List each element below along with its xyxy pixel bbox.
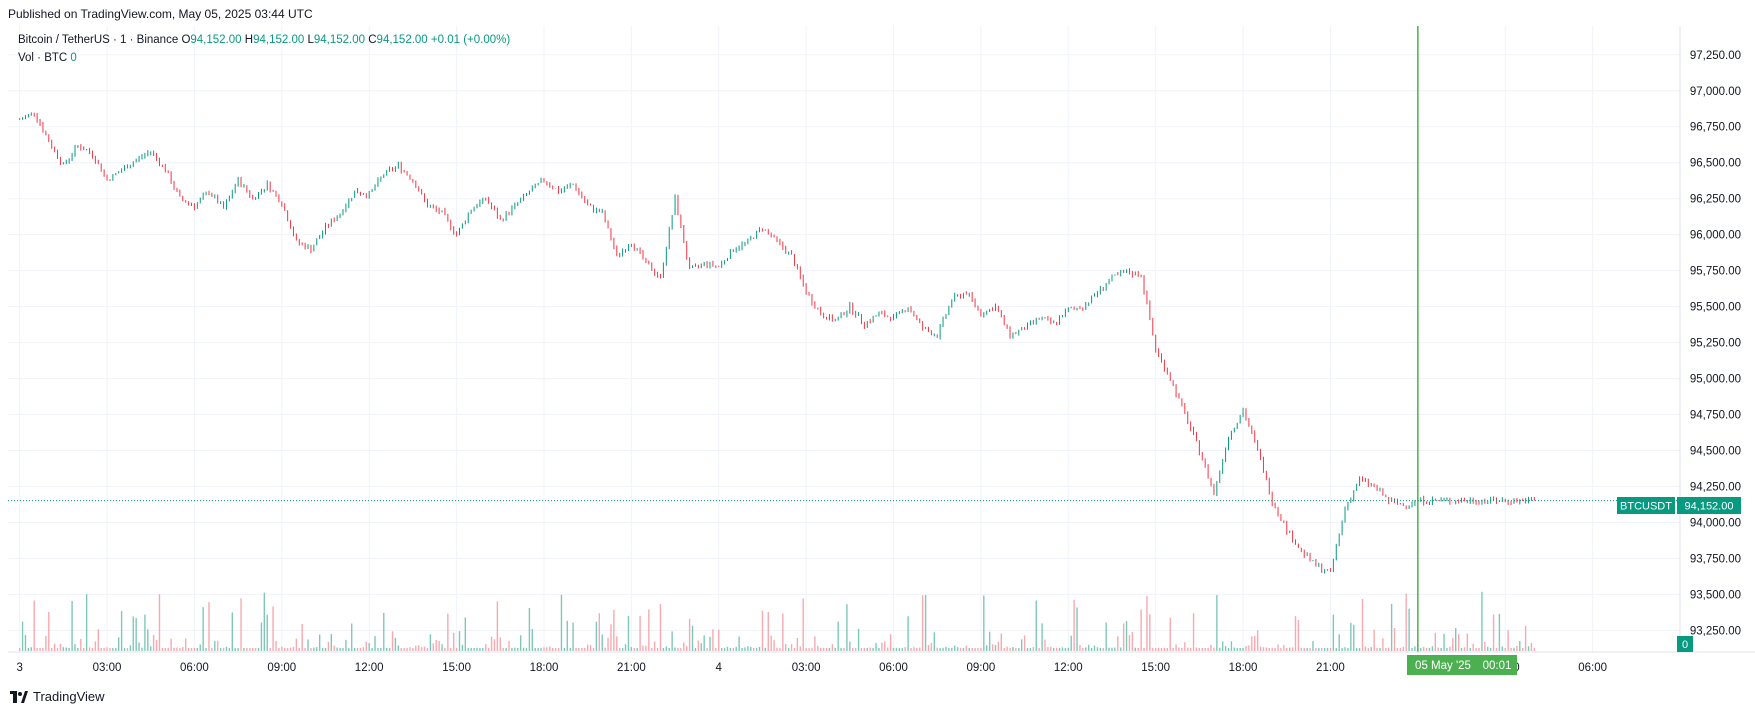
x-tick-label: 21:00	[1316, 662, 1345, 674]
x-tick-label: 03:00	[93, 662, 122, 674]
y-tick-label: 96,500.00	[1690, 158, 1741, 170]
x-tick-label: 12:00	[1054, 662, 1083, 674]
brand-text: TradingView	[33, 689, 105, 704]
y-tick-label: 94,500.00	[1690, 446, 1741, 458]
volume-value-label: 0	[1677, 636, 1693, 652]
y-tick-label: 96,000.00	[1690, 230, 1741, 242]
y-tick-label: 93,500.00	[1690, 589, 1741, 601]
price-layer	[19, 112, 1535, 574]
y-tick-label: 95,500.00	[1690, 302, 1741, 314]
y-tick-label: 95,000.00	[1690, 374, 1741, 386]
time-axis[interactable]: 3 03:00 06:00 09:00 12:00 15:00 18:00 21:00 4 03:…	[16, 662, 1607, 674]
y-tick-label: 94,250.00	[1690, 482, 1741, 494]
price-axis[interactable]: 97,250.00 97,000.00 96,750.00 96,500.00 96,2…	[1690, 50, 1741, 638]
legend-close-label: C	[368, 34, 377, 46]
volume-legend: Vol · BTC 0	[18, 52, 77, 64]
x-tick-label: 4	[716, 662, 723, 674]
y-tick-label: 94,750.00	[1690, 410, 1741, 422]
x-tick-label: 15:00	[1141, 662, 1170, 674]
legend-high-label: H	[244, 34, 254, 46]
x-tick-label: 18:00	[530, 662, 559, 674]
x-tick-label: 18:00	[1229, 662, 1258, 674]
legend-open-value: 94,152.00	[190, 34, 242, 46]
y-tick-label: 95,250.00	[1690, 338, 1741, 350]
crosshair-time-text: 00:01	[1483, 660, 1512, 672]
x-tick-label: 21:00	[617, 662, 646, 674]
ohlc-legend: Bitcoin / TetherUS · 1 · Binance O94,152…	[18, 34, 510, 46]
last-price-value-label: 94,152.00	[1677, 497, 1741, 514]
y-tick-label: 97,000.00	[1690, 86, 1741, 98]
published-caption: Published on TradingView.com, May 05, 20…	[8, 7, 313, 21]
tradingview-brand[interactable]: TradingView	[10, 689, 105, 704]
x-tick-label: 09:00	[267, 662, 296, 674]
x-tick-label: 09:00	[967, 662, 996, 674]
last-price-value-text: 94,152.00	[1685, 501, 1734, 513]
volume-layer	[18, 591, 1536, 651]
x-tick-label: 06:00	[879, 662, 908, 674]
volume-value-text: 0	[1682, 639, 1688, 651]
legend-volume-label[interactable]: Vol · BTC	[18, 52, 68, 64]
x-tick-label: 12:00	[355, 662, 384, 674]
legend-high-value: 94,152.00	[253, 34, 305, 46]
legend-close-value: 94,152.00	[376, 34, 428, 46]
legend-change: +0.01 (+0.00%)	[430, 34, 511, 46]
y-tick-label: 93,250.00	[1690, 625, 1741, 637]
x-tick-label: 15:00	[442, 662, 471, 674]
legend-low-value: 94,152.00	[313, 34, 366, 46]
grid-layer	[8, 26, 1680, 652]
legend-open-label: O	[181, 34, 191, 46]
y-tick-label: 96,750.00	[1690, 122, 1741, 134]
y-tick-label: 93,750.00	[1690, 553, 1741, 565]
y-tick-label: 97,250.00	[1690, 50, 1741, 62]
last-price-symbol-label: BTCUSDT	[1617, 497, 1675, 514]
legend-volume-value: 0	[70, 52, 77, 64]
y-tick-label: 95,750.00	[1690, 266, 1741, 278]
x-tick-label: 3	[16, 662, 22, 674]
x-tick-label: 06:00	[1578, 662, 1607, 674]
y-tick-label: 94,000.00	[1690, 517, 1741, 529]
crosshair-time-label: 05 May '25 00:01	[1407, 655, 1517, 675]
legend-low-label: L	[307, 34, 314, 46]
crosshair-date-text: 05 May '25	[1415, 660, 1471, 672]
x-tick-label: 06:00	[180, 662, 209, 674]
x-tick-label: 03:00	[792, 662, 821, 674]
legend-symbol[interactable]: Bitcoin / TetherUS · 1 · Binance	[18, 34, 179, 46]
y-tick-label: 96,250.00	[1690, 194, 1741, 206]
last-price-symbol-text: BTCUSDT	[1620, 501, 1672, 513]
tradingview-logo-icon	[10, 690, 28, 703]
